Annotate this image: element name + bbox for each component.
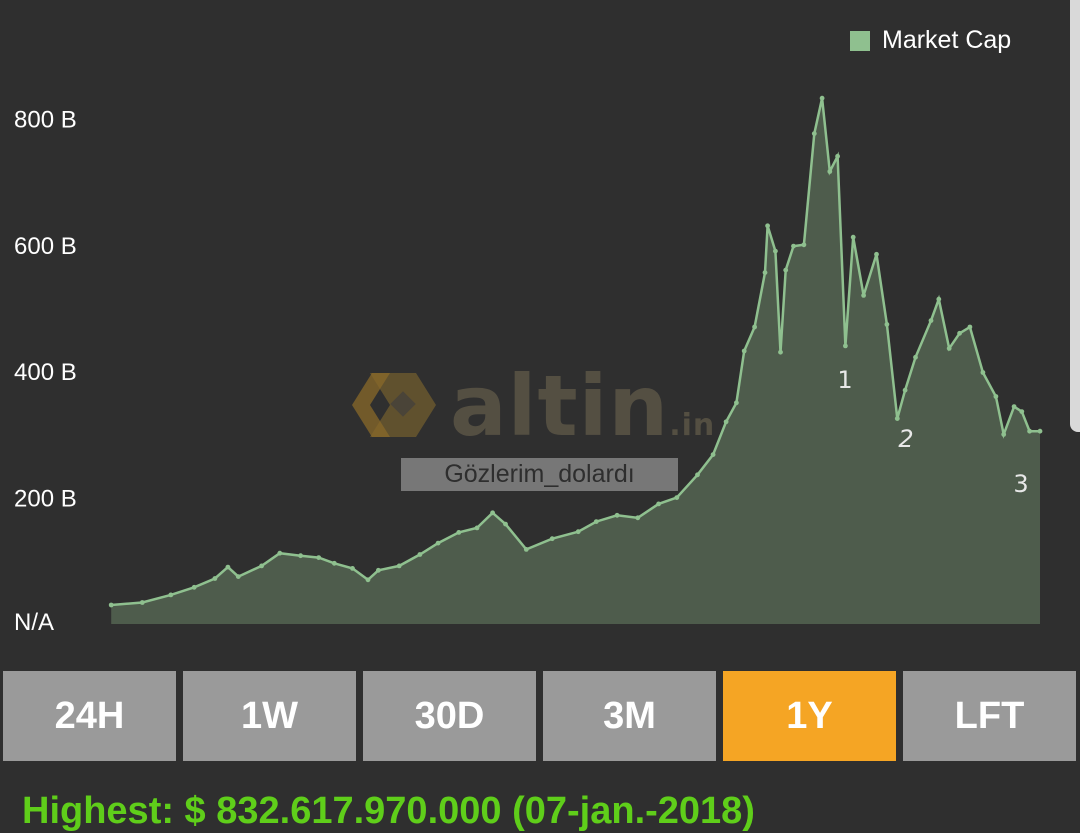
plot-area bbox=[108, 95, 1043, 624]
market-cap-point bbox=[1001, 432, 1007, 437]
market-cap-point bbox=[490, 510, 495, 516]
watermark-text: altin.in bbox=[450, 357, 715, 455]
legend-label: Market Cap bbox=[882, 26, 1012, 54]
chart-legend: Market Cap bbox=[850, 26, 1011, 55]
market-cap-point bbox=[474, 525, 480, 531]
market-cap-point bbox=[695, 472, 700, 478]
y-tick-label: 800 B bbox=[14, 106, 77, 133]
market-cap-point bbox=[435, 540, 441, 546]
market-cap-area bbox=[111, 98, 1040, 624]
annotation-label: 3 bbox=[1013, 470, 1028, 498]
range-button-lft[interactable]: LFT bbox=[903, 671, 1076, 761]
market-cap-point bbox=[884, 322, 890, 327]
y-axis: N/A 200 B 400 B 600 B 800 B bbox=[14, 106, 77, 636]
market-cap-point bbox=[191, 584, 197, 590]
market-cap-point bbox=[843, 343, 848, 349]
market-cap-point bbox=[827, 169, 833, 174]
market-cap-point bbox=[656, 501, 661, 507]
market-cap-point bbox=[778, 349, 783, 355]
market-cap-point bbox=[762, 270, 768, 275]
market-cap-point bbox=[791, 243, 796, 249]
market-cap-point bbox=[741, 348, 747, 354]
market-cap-point bbox=[331, 560, 337, 566]
market-cap-point bbox=[298, 553, 303, 559]
range-button-1w[interactable]: 1W bbox=[183, 671, 356, 761]
market-cap-point bbox=[835, 153, 840, 159]
market-cap-point bbox=[967, 324, 973, 330]
market-cap-point bbox=[139, 600, 145, 605]
market-cap-point bbox=[773, 248, 778, 254]
market-cap-point bbox=[734, 400, 739, 406]
annotation-label: 1 bbox=[837, 366, 852, 394]
market-cap-point bbox=[277, 550, 283, 556]
market-cap-point bbox=[225, 564, 231, 570]
market-cap-point bbox=[316, 555, 322, 560]
market-cap-point bbox=[635, 515, 641, 521]
market-cap-point bbox=[1011, 404, 1017, 409]
y-tick-label: 200 B bbox=[14, 486, 77, 513]
y-tick-label: N/A bbox=[14, 609, 54, 636]
market-cap-point bbox=[523, 547, 529, 552]
annotations: 1 2 3 bbox=[837, 366, 1028, 498]
market-cap-point bbox=[861, 293, 866, 298]
market-cap-point bbox=[235, 574, 241, 579]
market-cap-point bbox=[350, 566, 355, 571]
annotation-label: 2 bbox=[898, 425, 913, 453]
y-tick-label: 400 B bbox=[14, 359, 77, 386]
watermark-suffix: .in bbox=[669, 408, 716, 443]
market-cap-point bbox=[674, 495, 680, 500]
market-cap-point bbox=[874, 251, 879, 257]
market-cap-point bbox=[928, 318, 934, 323]
watermark-logo-icon bbox=[352, 373, 436, 437]
watermark-name: altin bbox=[450, 357, 670, 455]
market-cap-point bbox=[108, 602, 114, 608]
market-cap-point bbox=[1037, 428, 1043, 434]
market-cap-point bbox=[396, 563, 402, 569]
market-cap-point bbox=[993, 394, 999, 399]
range-button-24h[interactable]: 24H bbox=[3, 671, 176, 761]
market-cap-point bbox=[957, 330, 962, 336]
market-cap-point bbox=[417, 552, 423, 557]
market-cap-point bbox=[752, 324, 757, 330]
market-cap-point bbox=[783, 267, 789, 273]
range-button-1y[interactable]: 1Y bbox=[723, 671, 896, 761]
market-cap-point bbox=[894, 416, 900, 421]
market-cap-point bbox=[168, 592, 174, 598]
market-cap-point bbox=[259, 563, 264, 569]
watermark: altin.in bbox=[350, 357, 740, 455]
market-cap-point bbox=[212, 576, 218, 581]
market-cap-point bbox=[549, 536, 555, 542]
market-cap-point bbox=[765, 223, 770, 229]
market-cap-point bbox=[819, 95, 825, 101]
market-cap-point bbox=[902, 387, 908, 393]
market-cap-point bbox=[365, 577, 371, 583]
market-cap-point bbox=[723, 419, 729, 425]
market-cap-point bbox=[456, 530, 462, 535]
market-cap-point bbox=[575, 529, 581, 535]
market-cap-point bbox=[946, 346, 952, 351]
y-tick-label: 600 B bbox=[14, 233, 77, 260]
market-cap-point bbox=[936, 296, 942, 302]
market-cap-point bbox=[1019, 409, 1025, 414]
market-cap-point bbox=[801, 242, 807, 248]
scrollbar-thumb[interactable] bbox=[1070, 0, 1080, 432]
legend-swatch bbox=[850, 30, 870, 51]
time-range-selector: 24H 1W 30D 3M 1Y LFT bbox=[0, 668, 1080, 762]
market-cap-point bbox=[593, 519, 599, 524]
market-cap-point bbox=[503, 521, 508, 527]
market-cap-point bbox=[811, 131, 817, 137]
market-cap-point bbox=[913, 354, 918, 360]
market-cap-point bbox=[980, 370, 986, 375]
market-cap-point bbox=[614, 512, 620, 518]
market-cap-point bbox=[1027, 428, 1032, 434]
range-button-3m[interactable]: 3M bbox=[543, 671, 716, 761]
range-button-30d[interactable]: 30D bbox=[363, 671, 536, 761]
market-cap-point bbox=[850, 234, 856, 240]
market-cap-point bbox=[710, 452, 716, 457]
market-cap-point bbox=[376, 567, 381, 573]
username-overlay: Gözlerim_dolardı bbox=[401, 458, 678, 491]
